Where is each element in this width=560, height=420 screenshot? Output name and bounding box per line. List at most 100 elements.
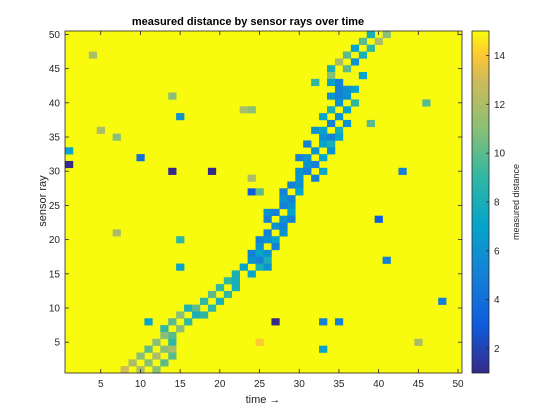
heatmap-cell [303,154,312,162]
heatmap-cell [207,167,217,175]
heatmap-cell [279,215,288,223]
heatmap-cell [279,195,288,203]
heatmap-cell [255,188,264,196]
heatmap-cell [327,92,336,100]
heatmap-cell [176,113,185,121]
heatmap-cell [168,345,177,353]
heatmap-cell [263,215,272,223]
x-tick-label: 10 [135,379,147,390]
heatmap-cell [382,256,391,264]
heatmap-cell [176,236,185,244]
heatmap-cell [342,65,352,73]
heatmap-cell [168,338,177,346]
heatmap-cell [374,215,383,223]
heatmap-cell [112,133,121,141]
heatmap-cell [263,208,272,216]
heatmap-cell [263,249,272,258]
heatmap-cell [295,181,304,189]
x-tick-label: 25 [254,379,266,390]
colorbar-tick-label: 14 [494,51,506,62]
heatmap-cell [215,284,225,292]
heatmap-cell [319,113,328,121]
heatmap-cell [303,167,312,175]
heatmap-cell [342,92,352,100]
heatmap-cell [192,311,201,319]
heatmap-cell [136,154,145,162]
heatmap-cell [199,297,209,305]
heatmap-cell [279,202,288,210]
heatmap-cell [263,236,272,244]
heatmap-cell [287,181,296,189]
chart-title: measured distance by sensor rays over ti… [132,16,364,28]
heatmap-cell [255,338,264,346]
x-tick-label: 15 [175,379,187,390]
heatmap-cell [358,72,368,80]
heatmap-cell [319,167,328,175]
heatmap-cell [295,167,304,175]
heatmap-cell [223,277,233,285]
heatmap-cell [327,119,336,128]
heatmap-cell [128,359,137,367]
heatmap-cell [152,352,161,360]
colorbar-tick-label: 8 [494,198,500,209]
heatmap-cell [271,243,280,251]
heatmap-cell [176,263,185,271]
heatmap-cell [207,304,217,312]
heatmap-cell [358,37,368,45]
heatmap-cell [176,311,185,319]
heatmap-cell [199,311,209,319]
heatmap-cell [295,174,304,182]
heatmap-cell [112,229,121,237]
heatmap-cell [319,154,328,162]
heatmap-cell [144,345,153,353]
heatmap-cell [350,99,360,107]
heatmap-cell [223,290,233,299]
heatmap-cell [231,284,240,292]
heatmap-cell [366,119,375,128]
heatmap-cell [96,126,105,134]
x-tick-label: 35 [333,379,345,390]
heatmap-cell [255,263,264,271]
heatmap-cell [287,215,296,223]
x-tick-label: 50 [452,379,464,390]
colorbar-ticks: 2 4 6 8 10 12 14 [486,51,506,355]
heatmap-cell [438,297,447,305]
y-tick-label: 35 [49,133,61,144]
heatmap-cell [279,229,288,237]
heatmap-cell [207,290,217,299]
plot-frame [64,30,463,374]
heatmap-cell [414,338,423,346]
heatmap-cell [287,195,296,203]
y-tick-label: 50 [49,30,61,41]
heatmap-cell [287,202,296,210]
heatmap-cell [327,106,336,114]
heatmap-cell [319,126,328,134]
heatmap-cell [311,160,320,169]
heatmap-cell [279,188,288,196]
colorbar-label: measured distance [511,164,521,240]
heatmap-cell [350,85,360,93]
heatmap-cell [350,58,360,66]
heatmap-cell [334,133,344,141]
heatmap-cells [65,31,447,374]
heatmap-cell [295,154,304,162]
x-tick-label: 45 [413,379,425,390]
heatmap-cell [327,72,336,80]
heatmap-cell [350,44,360,52]
heatmap-cell [342,106,352,114]
heatmap-cell [327,147,336,155]
y-tick-label: 20 [49,235,61,246]
heatmap-cell [358,51,368,59]
heatmap-cell [231,270,240,278]
y-tick-label: 5 [54,338,60,349]
heatmap-cell [342,85,352,93]
heatmap-cell [311,126,320,134]
heatmap-cell [263,256,272,264]
heatmap-cell [168,352,177,360]
heatmap-cell [168,331,177,340]
colorbar-tick-label: 2 [494,344,500,355]
heatmap-cell [152,338,161,346]
y-tick-label: 45 [49,64,61,75]
heatmap-cell [342,51,352,59]
heatmap-cell [247,256,256,264]
